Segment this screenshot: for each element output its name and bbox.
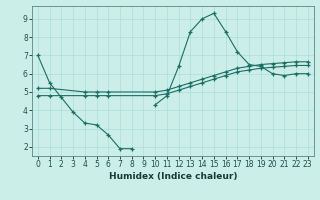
X-axis label: Humidex (Indice chaleur): Humidex (Indice chaleur)	[108, 172, 237, 181]
